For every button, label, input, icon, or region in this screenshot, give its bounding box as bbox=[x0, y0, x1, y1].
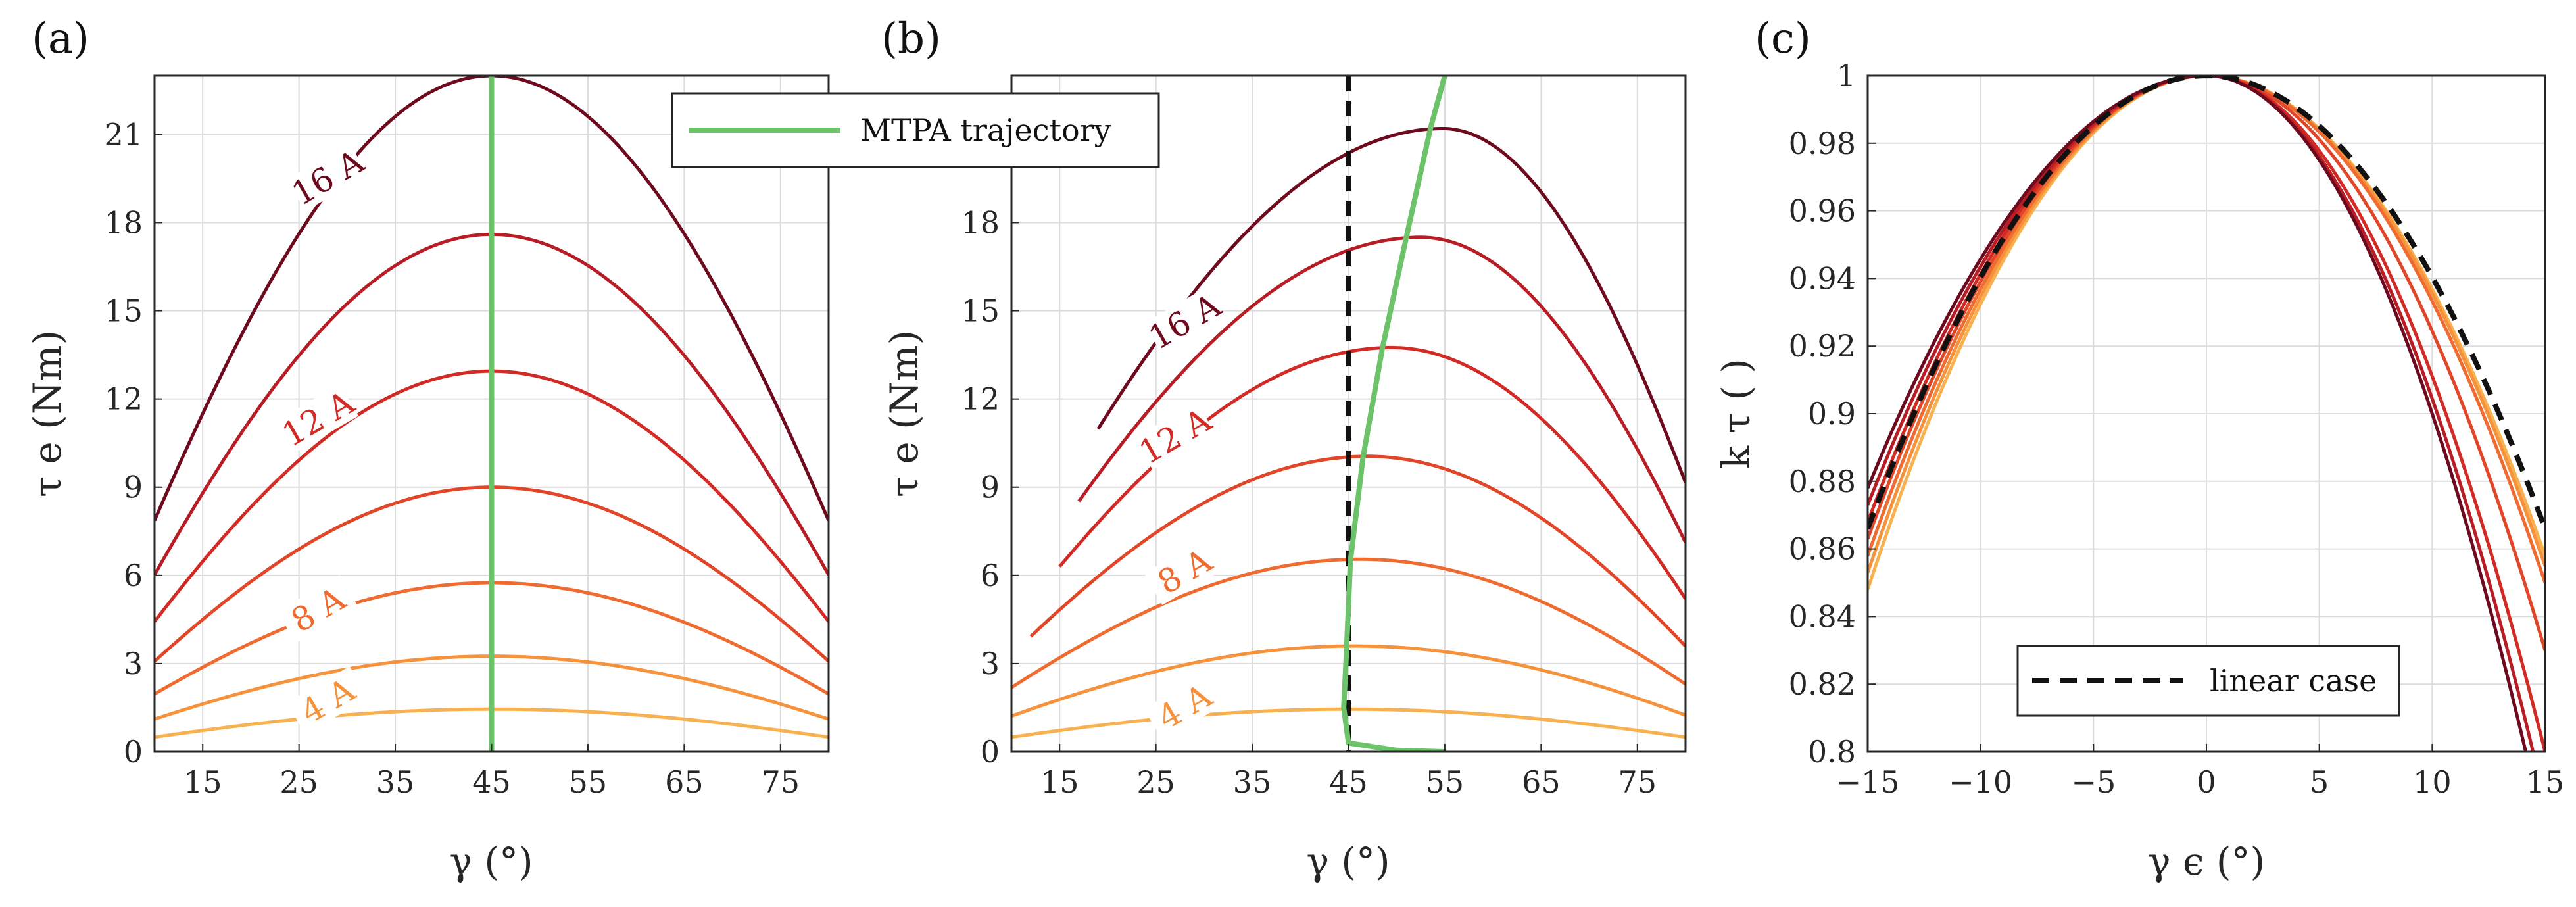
x-tick-label: −5 bbox=[2071, 764, 2116, 800]
contour-label: 16 A bbox=[1142, 286, 1228, 357]
x-tick-label: −15 bbox=[1835, 764, 1899, 800]
y-tick-label: 18 bbox=[104, 205, 143, 240]
linear-case-legend-box bbox=[2016, 645, 2400, 717]
y-tick-label: 3 bbox=[981, 646, 1000, 681]
panel-a-x-title: γ (°) bbox=[449, 839, 533, 884]
x-tick-label: 10 bbox=[2413, 764, 2452, 800]
x-tick-label: 55 bbox=[1426, 764, 1465, 800]
panel-c-label: (c) bbox=[1755, 14, 1811, 63]
contour-label-text: 16 A bbox=[1142, 286, 1228, 357]
contour-label-bg bbox=[1144, 672, 1225, 741]
kt-curve-6A bbox=[1868, 76, 2545, 583]
x-tick-label: 75 bbox=[762, 764, 800, 800]
x-tick-label: 25 bbox=[1136, 764, 1175, 800]
linear-case-legend: linear case bbox=[2016, 645, 2400, 717]
contour-label-bg bbox=[1144, 537, 1225, 605]
linear-case-legend-label: linear case bbox=[2210, 663, 2377, 699]
contour-label: 4 A bbox=[1144, 672, 1225, 741]
y-tick-label: 0.8 bbox=[1808, 734, 1856, 770]
y-tick-label: 0.86 bbox=[1789, 531, 1856, 567]
x-tick-label: 65 bbox=[665, 764, 704, 800]
y-tick-label: 18 bbox=[961, 205, 1000, 240]
y-tick-label: 0.88 bbox=[1789, 464, 1856, 499]
torque-curve-8A bbox=[1029, 454, 1686, 648]
y-tick-label: 0.9 bbox=[1808, 396, 1856, 431]
y-tick-label: 12 bbox=[104, 381, 143, 417]
panel-a-curves bbox=[155, 76, 829, 752]
x-tick-label: 65 bbox=[1522, 764, 1561, 800]
panel-b-ticks: 15 25 35 45 55 65 75 0 3 6 9 12 15 18 bbox=[961, 205, 1657, 800]
contour-label-text: 12 A bbox=[1132, 401, 1218, 472]
y-tick-label: 12 bbox=[961, 381, 1000, 417]
kt-curve-12A bbox=[1868, 76, 2535, 752]
y-tick-label: 0.84 bbox=[1789, 599, 1856, 634]
contour-label-bg bbox=[277, 575, 358, 643]
y-tick-label: 1 bbox=[1837, 58, 1856, 93]
x-tick-label: 5 bbox=[2310, 764, 2329, 800]
mtpa-legend: MTPA trajectory bbox=[671, 92, 1160, 168]
mtpa-trajectory bbox=[1341, 76, 1447, 752]
x-tick-label: 15 bbox=[2526, 764, 2565, 800]
contour-label: 12 A bbox=[1132, 401, 1218, 472]
panel-c-curves bbox=[1868, 76, 2545, 752]
kt-curve-4A bbox=[1868, 76, 2545, 574]
y-tick-label: 0 bbox=[981, 734, 1000, 770]
panel-b-contour-labels: 4 A8 A12 A16 A bbox=[1132, 286, 1228, 741]
x-tick-label: 25 bbox=[279, 764, 318, 800]
y-tick-label: 0.96 bbox=[1789, 193, 1856, 229]
y-tick-label: 6 bbox=[981, 558, 1000, 593]
contour-label-bg bbox=[1134, 401, 1215, 470]
panel-b-x-title: γ (°) bbox=[1306, 839, 1390, 884]
panel-b-label: (b) bbox=[881, 14, 941, 63]
panel-a-y-title: τ e (Nm) bbox=[25, 330, 70, 497]
x-tick-label: 0 bbox=[2197, 764, 2216, 800]
x-tick-label: 35 bbox=[1233, 764, 1272, 800]
panel-c-x-title: γ ϵ (°) bbox=[2148, 839, 2265, 884]
panel-c: (c) −15 −10 −5 0 5 10 15 0.8 0.82 0.84 0.86 0.88 0.9… bbox=[1714, 14, 2564, 884]
panel-a-ticks: 15 25 35 45 55 65 75 0 3 6 9 12 15 18 21 bbox=[104, 116, 800, 800]
x-tick-label: 15 bbox=[1040, 764, 1079, 800]
y-tick-label: 0.98 bbox=[1789, 126, 1856, 161]
torque-curve-14A bbox=[155, 76, 829, 522]
y-tick-label: 0.92 bbox=[1789, 328, 1856, 364]
y-tick-label: 3 bbox=[124, 646, 143, 681]
x-tick-label: 45 bbox=[1329, 764, 1368, 800]
x-tick-label: 35 bbox=[376, 764, 415, 800]
panel-a-label: (a) bbox=[32, 14, 89, 63]
panel-c-y-title: k τ ( ) bbox=[1714, 358, 1759, 469]
x-tick-label: 55 bbox=[569, 764, 608, 800]
y-tick-label: 21 bbox=[104, 116, 143, 152]
y-tick-label: 0.94 bbox=[1789, 260, 1856, 296]
contour-label: 8 A bbox=[277, 575, 358, 643]
kt-curve-2A bbox=[1868, 76, 2545, 591]
x-tick-label: 75 bbox=[1618, 764, 1657, 800]
x-tick-label: 45 bbox=[472, 764, 511, 800]
panel-b-y-title: τ e (Nm) bbox=[882, 330, 927, 497]
x-tick-label: 15 bbox=[183, 764, 222, 800]
contour-label-bg bbox=[287, 666, 368, 735]
y-tick-label: 6 bbox=[124, 558, 143, 593]
torque-curve-12A bbox=[1077, 235, 1686, 543]
contour-label-bg bbox=[1144, 287, 1225, 355]
y-tick-label: 15 bbox=[104, 293, 143, 329]
contour-label-bg bbox=[287, 143, 368, 211]
y-tick-label: 9 bbox=[981, 470, 1000, 505]
kt-curve-14A bbox=[1868, 76, 2528, 752]
y-tick-label: 0.82 bbox=[1789, 666, 1856, 702]
x-tick-label: −10 bbox=[1949, 764, 2012, 800]
panel-b: (b) 4 A8 A12 A16 A 15 25 35 45 55 65 750369121… bbox=[881, 14, 1687, 884]
panel-c-ticks: −15 −10 −5 0 5 10 15 0.8 0.82 0.84 0.86 0.88 0.9 0.92… bbox=[1789, 58, 2565, 800]
panel-a: (a) 4 A8 A12 A16 A 15 25 35 45 55 65 750369121… bbox=[25, 14, 830, 884]
contour-label-bg bbox=[277, 383, 358, 453]
y-tick-label: 15 bbox=[961, 293, 1000, 329]
panel-b-curves bbox=[1011, 76, 1686, 752]
y-tick-label: 0 bbox=[124, 734, 143, 770]
kt-curve-8A bbox=[1868, 76, 2545, 651]
torque-curve-14A bbox=[1096, 127, 1686, 483]
mtpa-legend-label: MTPA trajectory bbox=[860, 112, 1111, 148]
torque-curve-10A bbox=[1058, 345, 1686, 600]
y-tick-label: 9 bbox=[124, 470, 143, 505]
